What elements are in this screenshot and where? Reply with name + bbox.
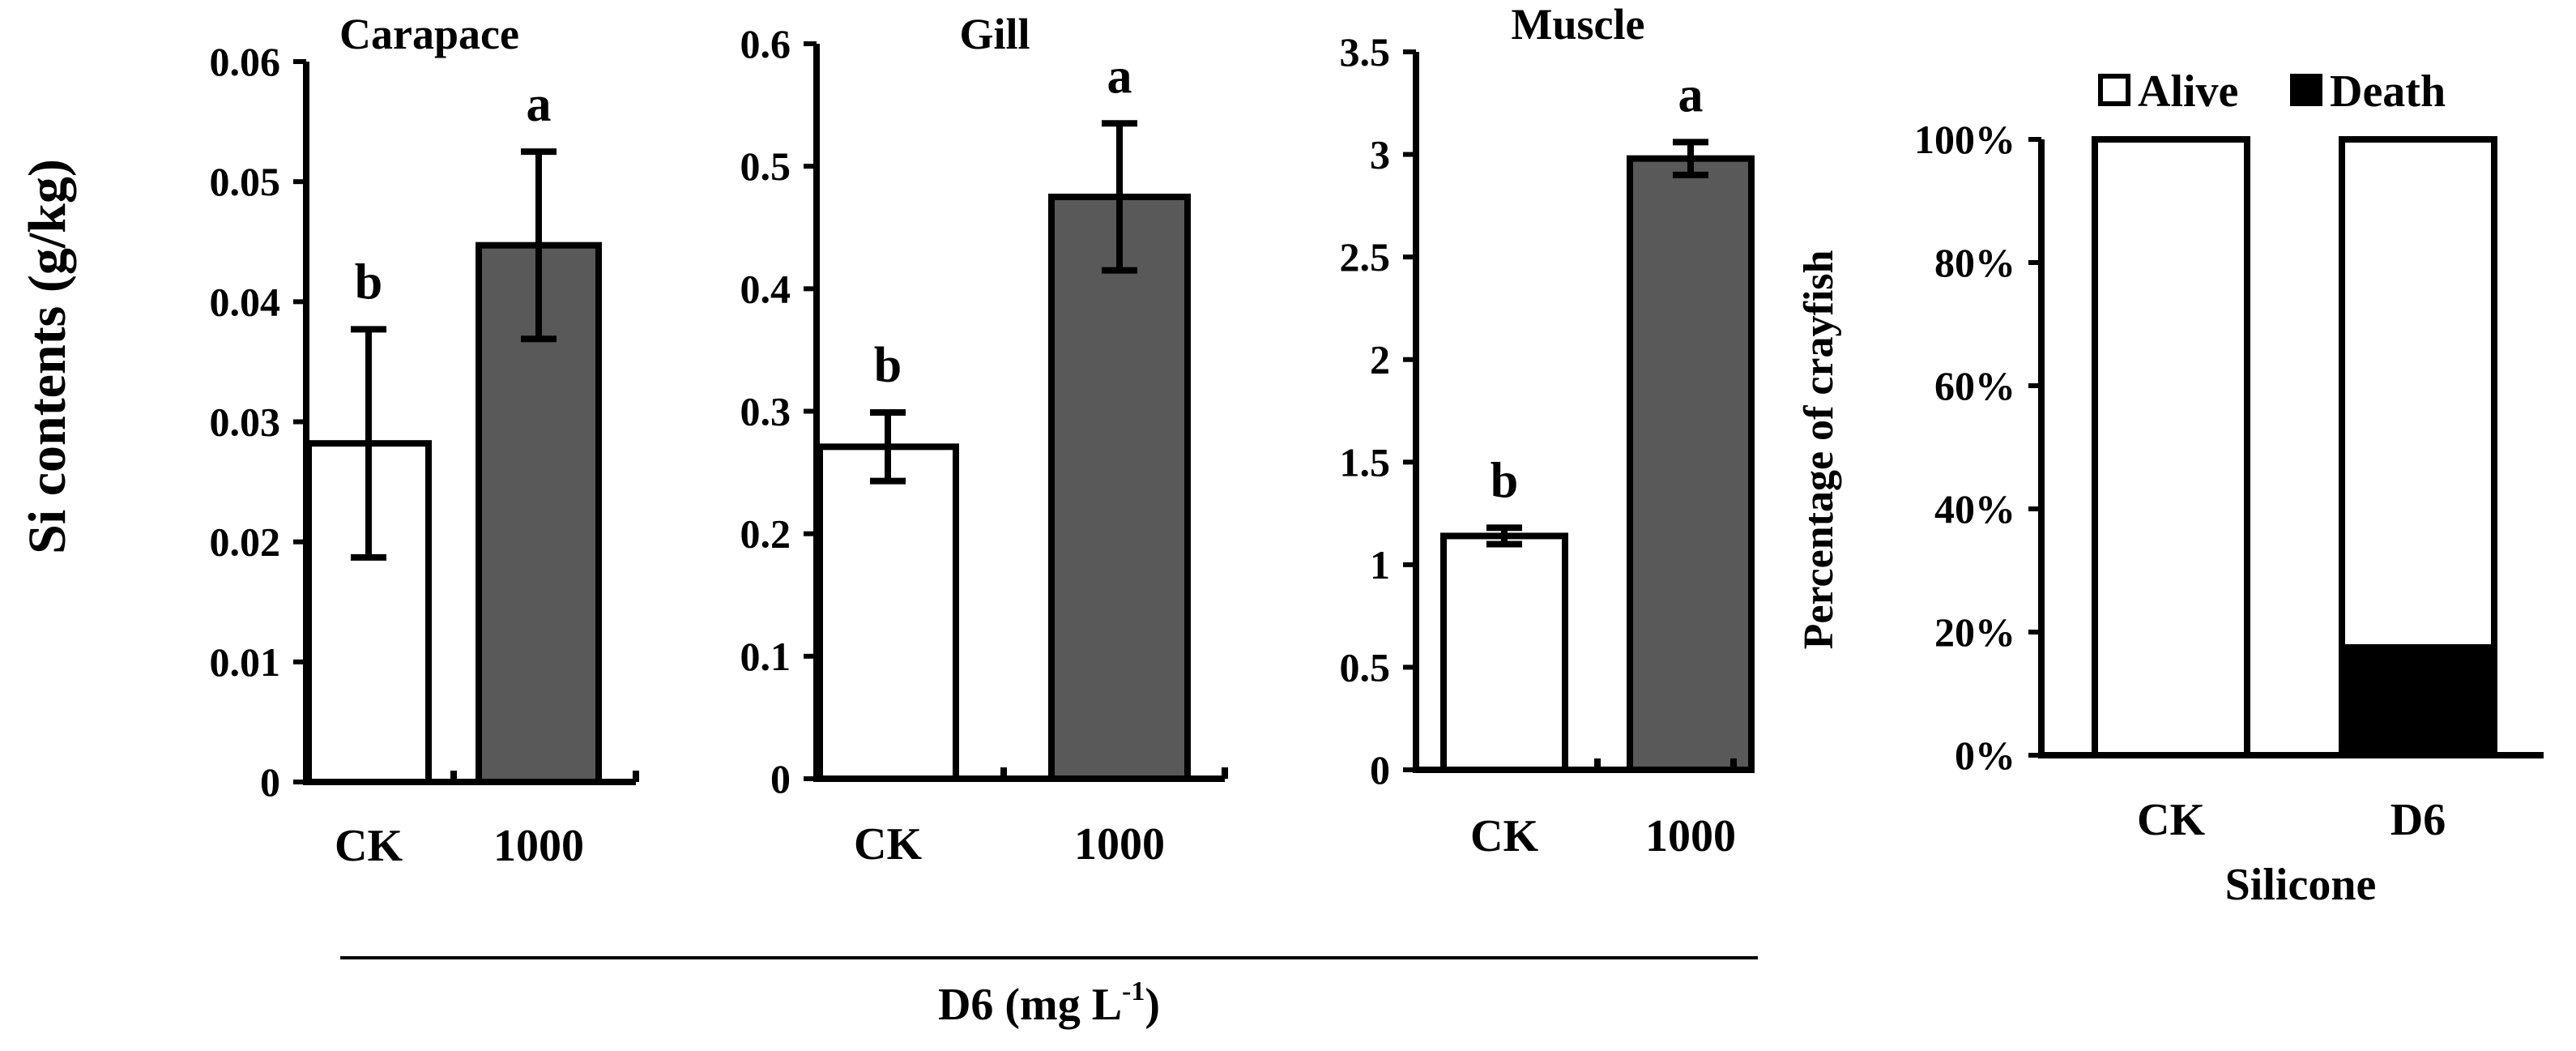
panel-title: Gill bbox=[959, 10, 1030, 58]
y-tick-label: 20% bbox=[1934, 609, 2015, 655]
category-label: 1000 bbox=[1074, 819, 1165, 869]
y-tick-label: 0.01 bbox=[210, 639, 281, 685]
stack-segment-alive bbox=[2339, 136, 2497, 651]
survival-panel: Percentage of crayfish 0% 20% 40% 60% 80% 100%… bbox=[1796, 66, 2544, 910]
category-label: CK bbox=[1470, 811, 1538, 861]
category-label: CK bbox=[335, 821, 403, 871]
y-tick-label: 1.5 bbox=[1340, 439, 1391, 485]
y-tick-label: 0.05 bbox=[210, 159, 281, 204]
muscle-panel: Muscle b CK a 1000 0 0.5 1 1.5 2 2.5 3 3.5 bbox=[1340, 0, 1755, 861]
significance-letter: b bbox=[874, 338, 902, 393]
category-label: 1000 bbox=[1645, 811, 1736, 861]
d6-group-label-sup: -1 bbox=[1122, 976, 1145, 1006]
y-tick-label: 0 bbox=[1370, 747, 1390, 793]
category-label: 1000 bbox=[493, 821, 584, 871]
y-tick-label: 0.6 bbox=[740, 21, 791, 66]
legend-swatch-death bbox=[2290, 74, 2322, 106]
bar-1000 bbox=[1627, 155, 1755, 774]
bar-ck bbox=[1440, 532, 1568, 773]
y-tick-label: 2 bbox=[1370, 337, 1390, 382]
y-tick-label: 0 bbox=[260, 759, 280, 805]
y-tick-label: 0.5 bbox=[740, 143, 791, 189]
y-tick-label: 1 bbox=[1370, 542, 1390, 587]
legend-swatch-alive bbox=[2098, 74, 2130, 106]
category-label: CK bbox=[2137, 795, 2205, 845]
significance-letter: b bbox=[1491, 453, 1518, 508]
y-tick-label: 80% bbox=[1934, 240, 2015, 285]
y-tick-label: 0.02 bbox=[210, 519, 281, 565]
gill-panel: Gill b CK a 1000 0 0.1 0.2 0.3 0.4 0.5 0.6 bbox=[740, 10, 1228, 869]
y-tick-label: 2.5 bbox=[1340, 234, 1391, 280]
significance-letter: a bbox=[1107, 49, 1132, 104]
significance-letter: a bbox=[1678, 67, 1704, 122]
y-tick-label: 40% bbox=[1934, 486, 2015, 532]
y-tick-label: 0% bbox=[1955, 733, 2015, 778]
bar-ck bbox=[817, 443, 959, 782]
carapace-panel: Carapace b CK a 1000 0 0.01 0.02 0.03 0.04 0.05 0.0… bbox=[210, 10, 639, 871]
y-tick-label: 0.04 bbox=[210, 279, 281, 324]
d6-group-label-main: D6 (mg L bbox=[938, 980, 1122, 1030]
panel-title: Muscle bbox=[1512, 0, 1645, 49]
y-tick-label: 0.1 bbox=[740, 634, 791, 679]
silicone-x-label: Silicone bbox=[2225, 860, 2377, 910]
stack-segment-alive bbox=[2092, 136, 2250, 758]
y-tick-label: 0.5 bbox=[1340, 644, 1391, 690]
y-tick-label: 100% bbox=[1914, 117, 2015, 162]
d6-group-label: D6 (mg L-1) bbox=[938, 976, 1160, 1030]
category-label: D6 bbox=[2390, 795, 2446, 845]
stack-segment-death bbox=[2339, 644, 2497, 758]
significance-letter: a bbox=[527, 77, 552, 132]
y-tick-label: 3.5 bbox=[1340, 29, 1391, 75]
d6-group-label-close: ) bbox=[1145, 980, 1160, 1030]
panel-title: Carapace bbox=[339, 10, 519, 58]
legend-label-death: Death bbox=[2330, 66, 2446, 117]
y-tick-label: 60% bbox=[1934, 363, 2015, 408]
y-tick-label: 0 bbox=[770, 756, 791, 801]
significance-letter: b bbox=[355, 254, 382, 310]
y-tick-label: 0.06 bbox=[210, 39, 281, 84]
y-tick-label: 0.03 bbox=[210, 399, 281, 445]
si-contents-y-label: Si contents (g/kg) bbox=[18, 159, 77, 554]
percentage-y-label: Percentage of crayfish bbox=[1796, 250, 1842, 649]
y-tick-label: 0.2 bbox=[740, 511, 791, 557]
y-tick-label: 3 bbox=[1370, 132, 1390, 177]
y-tick-label: 0.3 bbox=[740, 389, 791, 434]
category-label: CK bbox=[854, 819, 922, 869]
y-tick-label: 0.4 bbox=[740, 266, 791, 311]
bar-1000 bbox=[1048, 193, 1191, 783]
legend-label-alive: Alive bbox=[2138, 66, 2238, 117]
